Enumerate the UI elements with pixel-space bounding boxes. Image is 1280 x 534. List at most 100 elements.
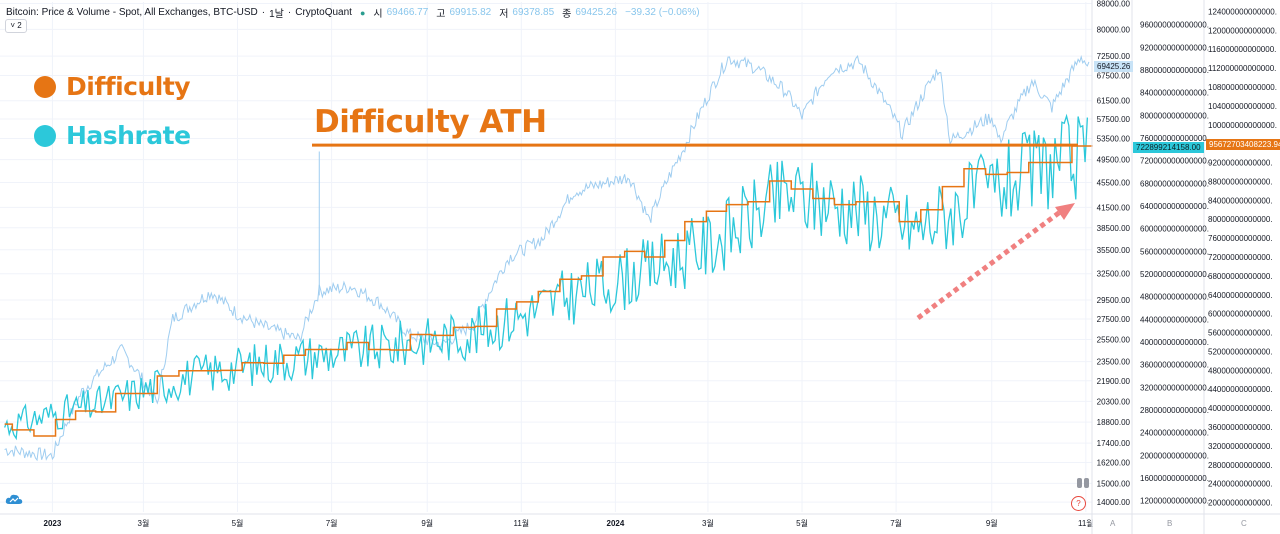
axis-c-tick-label: 44000000000000. xyxy=(1208,385,1273,394)
ohlc-low-value: 69378.85 xyxy=(512,7,555,18)
difficulty-dot-icon xyxy=(34,75,56,98)
chart-header: Bitcoin: Price & Volume - Spot, All Exch… xyxy=(6,7,700,20)
axis-c-tick-label: 80000000000000. xyxy=(1208,215,1273,224)
axis-a-tick-label: 15000.00 xyxy=(1097,479,1131,488)
axis-b-tick-label: 880000000000000. xyxy=(1140,66,1209,75)
axis-a-tick-label: 45500.00 xyxy=(1097,178,1131,187)
axis-a-tick-label: 23500.00 xyxy=(1097,358,1131,367)
axis-a-tick-label: 16200.00 xyxy=(1097,459,1131,468)
difficulty-ath-marker xyxy=(312,143,1078,321)
axis-a-tick-label: 67500.00 xyxy=(1097,71,1131,80)
axis-b-tick-label: 800000000000000. xyxy=(1140,111,1209,120)
axis-c-tick-label: 56000000000000. xyxy=(1208,329,1273,338)
axis-b-tick-label: 960000000000000. xyxy=(1140,21,1209,30)
ohlc-close-label: 종 xyxy=(562,9,572,20)
difficulty-line xyxy=(4,145,1093,437)
axis-c-tick-label: 48000000000000. xyxy=(1208,366,1273,375)
axis-a-tick-label: 29500.00 xyxy=(1097,296,1131,305)
hashrate-last-value-tag: 722899214158.00 xyxy=(1133,142,1204,153)
axis-b-tick-label: 760000000000000. xyxy=(1140,134,1209,143)
x-tick-label: 7월 xyxy=(326,518,338,528)
axis-a-tick-label: 18800.00 xyxy=(1097,418,1131,427)
axis-b-tick-label: 840000000000000. xyxy=(1140,89,1209,98)
ohlc-low-label: 저 xyxy=(499,9,509,20)
axis-c-tick-label: 108000000000000. xyxy=(1208,83,1277,92)
axis-c-tick-label: 84000000000000. xyxy=(1208,196,1273,205)
legend-hashrate: Hashrate xyxy=(34,121,191,150)
axis-b-tick-label: 440000000000000. xyxy=(1140,315,1209,324)
axis-c-tick-label: 76000000000000. xyxy=(1208,234,1273,243)
axis-c-tick-label: 120000000000000. xyxy=(1208,26,1277,35)
axis-a-tick-label: 27500.00 xyxy=(1097,315,1131,324)
axis-c-tick-label: 36000000000000. xyxy=(1208,423,1273,432)
help-icon[interactable]: ? xyxy=(1071,496,1086,511)
axis-a-tick-label: 80000.00 xyxy=(1097,25,1131,34)
axis-c-tick-label: 24000000000000. xyxy=(1208,480,1273,489)
difficulty-ath-label: Difficulty ATH xyxy=(314,104,547,140)
legend-difficulty: Difficulty xyxy=(34,72,191,101)
scale-c-label[interactable]: C xyxy=(1241,519,1247,528)
axis-c-tick-label: 92000000000000. xyxy=(1208,159,1273,168)
chart-interval[interactable]: 1날 xyxy=(269,9,284,20)
scale-b-label[interactable]: B xyxy=(1167,519,1173,528)
cloud-logo-icon[interactable] xyxy=(5,493,23,506)
axis-a-tick-label: 72500.00 xyxy=(1097,52,1131,61)
axis-b-tick-label: 560000000000000. xyxy=(1140,247,1209,256)
ohlc-open-value: 69466.77 xyxy=(386,7,429,18)
pause-icon[interactable] xyxy=(1077,478,1089,488)
scale-a-label[interactable]: A xyxy=(1110,519,1116,528)
hashrate-line xyxy=(4,113,1089,441)
axis-a-tick-label: 25500.00 xyxy=(1097,335,1131,344)
trend-arrow-head xyxy=(1055,203,1075,220)
x-tick-label: 2023 xyxy=(44,519,62,528)
axis-b-tick-label: 200000000000000. xyxy=(1140,451,1209,460)
axis-c-tick-label: 68000000000000. xyxy=(1208,272,1273,281)
hashrate-series xyxy=(4,113,1089,441)
status-dot-icon: ● xyxy=(359,7,366,18)
axis-b-tick-label: 120000000000000. xyxy=(1140,497,1209,506)
axis-c-tick-label: 28000000000000. xyxy=(1208,461,1273,470)
x-tick-label: 9월 xyxy=(986,518,998,528)
legend-difficulty-label: Difficulty xyxy=(66,72,191,101)
axis-a-tick-label: 32500.00 xyxy=(1097,270,1131,279)
hashrate-dot-icon xyxy=(34,124,56,147)
axis-c-tick-label: 64000000000000. xyxy=(1208,291,1273,300)
x-tick-label: 3월 xyxy=(702,518,714,528)
axis-a-tick-label: 38500.00 xyxy=(1097,224,1131,233)
axis-a-tick-label: 35500.00 xyxy=(1097,246,1131,255)
legend-hashrate-label: Hashrate xyxy=(66,121,191,150)
price-series xyxy=(4,54,1090,462)
axis-b-tick-label: 520000000000000. xyxy=(1140,270,1209,279)
axis-b-tick-label: 720000000000000. xyxy=(1140,157,1209,166)
axis-c-tick-label: 60000000000000. xyxy=(1208,310,1273,319)
axis-c-tick-label: 100000000000000. xyxy=(1208,121,1277,130)
axis-a-tick-label: 21900.00 xyxy=(1097,377,1131,386)
axis-b-tick-label: 600000000000000. xyxy=(1140,225,1209,234)
axis-c-tick-label: 32000000000000. xyxy=(1208,442,1273,451)
axis-c-tick-label: 72000000000000. xyxy=(1208,253,1273,262)
axis-a-tick-label: 20300.00 xyxy=(1097,397,1131,406)
x-tick-label: 11월 xyxy=(1078,518,1094,528)
axis-b-tick-label: 240000000000000. xyxy=(1140,429,1209,438)
axis-c-tick-label: 104000000000000. xyxy=(1208,102,1277,111)
axis-a-tick-label: 41500.00 xyxy=(1097,203,1131,212)
ohlc-change-value: −39.32 (−0.06%) xyxy=(625,7,700,18)
x-tick-label: 7월 xyxy=(890,518,902,528)
collapse-indicators-button[interactable]: ˅ 2 xyxy=(5,19,27,33)
price-axes: 88000.00 80000.00 72500.00 67500.00 61500.00… xyxy=(1091,0,1277,534)
axis-a-tick-label: 53500.00 xyxy=(1097,135,1131,144)
axis-b-tick-label: 480000000000000. xyxy=(1140,293,1209,302)
chart-title: Bitcoin: Price & Volume - Spot, All Exch… xyxy=(6,7,258,18)
price-line xyxy=(4,54,1090,462)
difficulty-series xyxy=(4,145,1093,437)
price-last-value-tag: 69425.26 xyxy=(1094,61,1134,72)
axis-a-tick-label: 14000.00 xyxy=(1097,498,1131,507)
axis-a-tick-label: 61500.00 xyxy=(1097,97,1131,106)
axis-c-tick-label: 52000000000000. xyxy=(1208,347,1273,356)
difficulty-last-value-tag: 95672703408223.94 xyxy=(1206,139,1280,150)
axis-a-tick-label: 57500.00 xyxy=(1097,115,1131,124)
ohlc-close-value: 69425.26 xyxy=(575,7,618,18)
x-tick-label: 9월 xyxy=(421,518,433,528)
axis-a-tick-label: 49500.00 xyxy=(1097,156,1131,165)
